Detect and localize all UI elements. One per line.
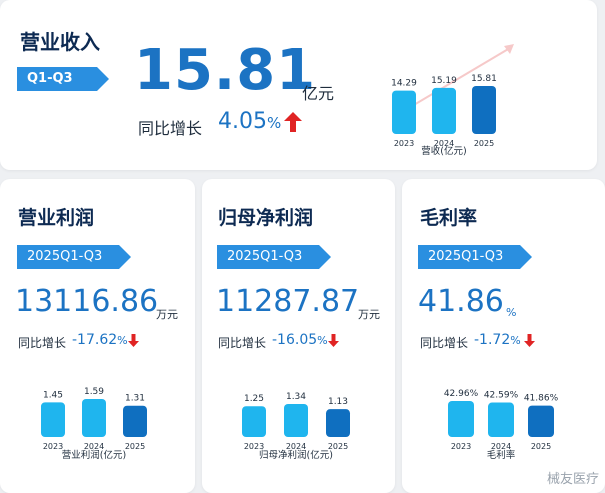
bar-value-label: 42.96% [444,389,479,399]
operating-profit-card: 营业利润 2025Q1-Q3 13116.86 万元 同比增长 -17.62% … [0,179,195,493]
bar-value-label: 1.31 [125,394,145,404]
revenue-yoy-value: 4.05% [218,109,281,134]
x-tick-label: 2023 [244,442,264,451]
gross-margin-value: 41.86 [418,284,504,319]
chart-caption: 营收(亿元) [421,145,466,157]
bar-value-label: 1.45 [43,390,63,400]
x-tick-label: 2025 [474,139,494,148]
bar-2025 [326,409,350,437]
x-tick-label: 2023 [43,442,63,451]
bar-2025 [472,86,496,134]
gross-margin-yoy-percent: % [510,334,521,347]
x-tick-label: 2024 [491,442,511,451]
bar-2023 [41,402,65,437]
bar-value-label: 15.19 [431,76,457,86]
revenue-yoy-number: 4.05 [218,109,267,134]
net-profit-value: 11287.87 [216,284,360,319]
gross-margin-bar-chart: 42.96% 2023 42.59% 2024 41.86% 2025 毛利率 [444,389,559,461]
x-tick-label: 2025 [531,442,551,451]
net-profit-title: 归母净利润 [218,207,314,229]
revenue-title: 营业收入 [20,30,100,54]
bar-2023 [392,90,416,134]
net-profit-yoy-number: -16.05 [272,332,318,348]
gross-margin-yoy-number: -1.72 [474,332,511,348]
trend-arrow-head [504,44,514,54]
gross-margin-period-badge: 2025Q1-Q3 [418,245,532,269]
bar-value-label: 1.13 [328,397,348,407]
chart-caption: 毛利率 [487,449,516,461]
x-tick-label: 2024 [84,442,104,451]
bar-value-label: 1.25 [244,394,264,404]
revenue-unit: 亿元 [302,84,335,103]
x-tick-label: 2024 [286,442,306,451]
bar-value-label: 1.34 [286,392,306,402]
bar-value-label: 15.81 [471,74,497,84]
bar-2025 [123,405,147,437]
operating-profit-yoy-number: -17.62 [72,332,118,348]
watermark-text: 械友医疗 [546,472,599,487]
operating-profit-value: 13116.86 [15,284,159,319]
gross-margin-card: 毛利率 2025Q1-Q3 41.86 % 同比增长 -1.72% 42.96%… [402,179,605,493]
operating-profit-period-badge: 2025Q1-Q3 [17,245,131,269]
operating-profit-yoy-value: -17.62% [72,332,128,348]
gross-margin-title: 毛利率 [420,207,478,229]
revenue-bar-chart: 14.29 2023 15.19 2024 15.81 2025 营收(亿元) [391,44,514,157]
bar-2023 [242,406,266,437]
chart-caption: 归母净利润(亿元) [259,449,333,461]
bar-2023 [448,401,474,437]
net-profit-yoy-percent: % [317,334,328,347]
operating-profit-title: 营业利润 [18,207,95,229]
operating-profit-unit: 万元 [156,308,178,321]
operating-profit-yoy-percent: % [117,334,128,347]
x-tick-label: 2025 [328,442,348,451]
revenue-value: 15.81 [134,38,317,103]
gross-margin-yoy-label: 同比增长 [420,336,469,350]
net-profit-period-badge: 2025Q1-Q3 [217,245,331,269]
operating-profit-yoy-label: 同比增长 [18,336,67,350]
bar-value-label: 42.59% [484,391,519,401]
bar-2024 [488,402,514,437]
bar-value-label: 41.86% [524,394,559,404]
down-arrow-icon [328,334,339,347]
x-tick-label: 2023 [451,442,471,451]
bar-value-label: 1.59 [84,387,104,397]
x-tick-label: 2024 [434,139,454,148]
net-profit-unit: 万元 [358,308,380,321]
bar-2024 [284,404,308,437]
net-profit-yoy-label: 同比增长 [218,336,267,350]
chart-caption: 营业利润(亿元) [62,449,126,461]
bar-2025 [528,405,554,437]
down-arrow-icon [524,334,535,347]
trend-arrow-line [401,47,511,113]
gross-margin-unit: % [506,306,517,319]
x-tick-label: 2023 [394,139,414,148]
x-tick-label: 2025 [125,442,145,451]
revenue-yoy-label: 同比增长 [138,119,203,138]
revenue-card: 营业收入 Q1-Q3 15.81 亿元 同比增长 4.05% 14.29 2023… [0,0,597,170]
bar-2024 [82,399,106,437]
net-profit-yoy-value: -16.05% [272,332,328,348]
revenue-yoy-percent: % [266,114,282,132]
gross-margin-yoy-value: -1.72% [474,332,521,348]
bar-2024 [432,87,456,134]
down-arrow-icon [128,334,139,347]
revenue-period-badge: Q1-Q3 [17,67,109,91]
bar-value-label: 14.29 [391,79,417,89]
net-profit-card: 归母净利润 2025Q1-Q3 11287.87 万元 同比增长 -16.05%… [202,179,395,493]
up-arrow-icon [284,112,302,132]
